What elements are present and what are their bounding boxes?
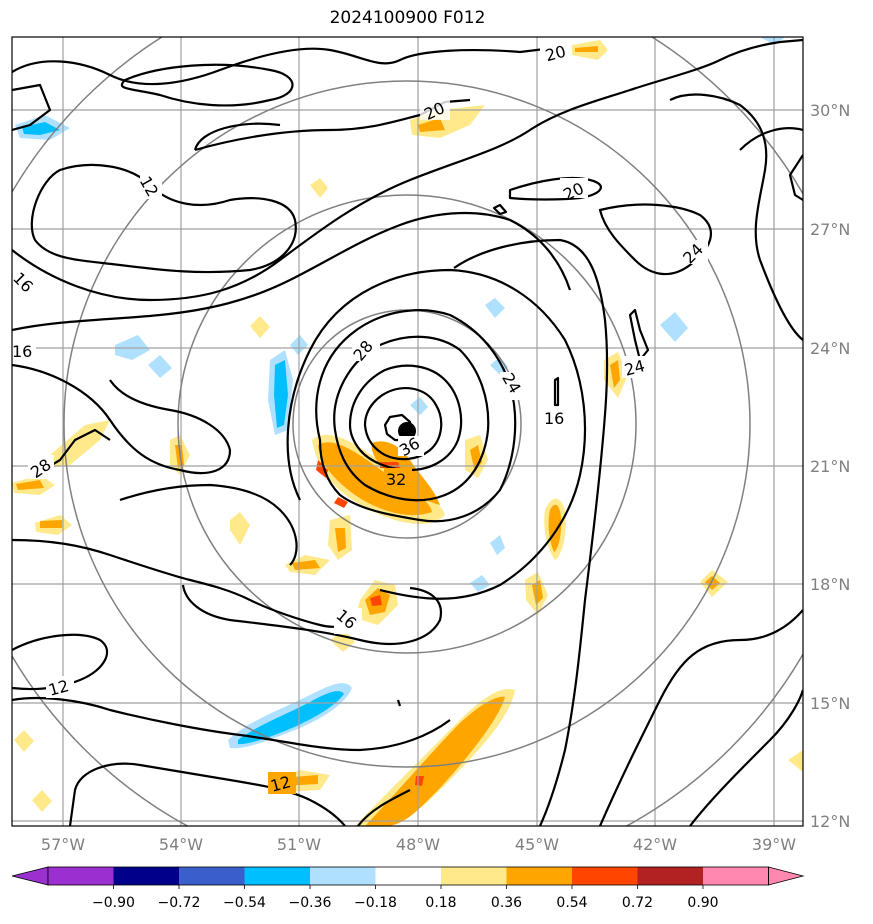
contour-label: 24 xyxy=(622,356,647,380)
colorbar-extend-low xyxy=(11,866,49,886)
contour-label: 12 xyxy=(46,676,71,700)
lat-tick-label: 27°N xyxy=(810,220,850,239)
lon-tick-label: 48°W xyxy=(396,835,440,854)
colorbar-tick-label: 0.72 xyxy=(622,895,653,911)
latitude-labels: 30°N 27°N 24°N 21°N 18°N 15°N 12°N xyxy=(810,101,850,831)
storm-center-marker xyxy=(398,422,416,440)
lon-tick-label: 57°W xyxy=(41,835,85,854)
colorbar: −0.90 −0.72 −0.54 −0.36 −0.18 0.18 0.36 … xyxy=(11,866,805,911)
lon-tick-label: 39°W xyxy=(752,835,796,854)
contour-lines xyxy=(12,38,803,826)
contour-label: 12 xyxy=(268,772,293,796)
contour-label: 16 xyxy=(544,409,564,428)
contour-label: 16 xyxy=(12,342,32,361)
lat-tick-label: 24°N xyxy=(810,339,850,358)
colorbar-tick-label: 0.36 xyxy=(491,895,522,911)
colorbar-tick-label: −0.36 xyxy=(289,895,332,911)
map-frame xyxy=(11,36,804,827)
lon-tick-label: 54°W xyxy=(159,835,203,854)
lat-tick-label: 30°N xyxy=(810,101,850,120)
contour-label: 20 xyxy=(543,42,568,66)
lon-tick-label: 51°W xyxy=(277,835,321,854)
range-rings xyxy=(12,37,803,826)
contour-label: 32 xyxy=(386,470,406,489)
colorbar-tick-label: 0.18 xyxy=(425,895,456,911)
colorbar-tick-label: 0.90 xyxy=(687,895,718,911)
colorbar-tick-label: −0.90 xyxy=(92,895,135,911)
map-title: 2024100900 F012 xyxy=(329,8,486,28)
colorbar-tick-label: 0.54 xyxy=(556,895,587,911)
colorbar-tick-label: −0.18 xyxy=(354,895,397,911)
colorbar-tick-label: −0.72 xyxy=(158,895,201,911)
lat-tick-label: 15°N xyxy=(810,694,850,713)
lat-tick-label: 18°N xyxy=(810,575,850,594)
longitude-labels: 57°W 54°W 51°W 48°W 45°W 42°W 39°W xyxy=(41,835,796,854)
graticule xyxy=(12,37,803,826)
lat-tick-label: 12°N xyxy=(810,812,850,831)
contour-labels: 20 20 20 12 16 16 24 28 24 16 24 28 36 xyxy=(12,42,708,796)
lat-tick-label: 21°N xyxy=(810,457,850,476)
map-content: 20 20 20 12 16 16 24 28 24 16 24 28 36 xyxy=(12,37,803,826)
colorbar-tick-label: −0.54 xyxy=(223,895,266,911)
lon-tick-label: 45°W xyxy=(515,835,559,854)
colorbar-extend-high xyxy=(768,866,805,886)
lon-tick-label: 42°W xyxy=(633,835,677,854)
